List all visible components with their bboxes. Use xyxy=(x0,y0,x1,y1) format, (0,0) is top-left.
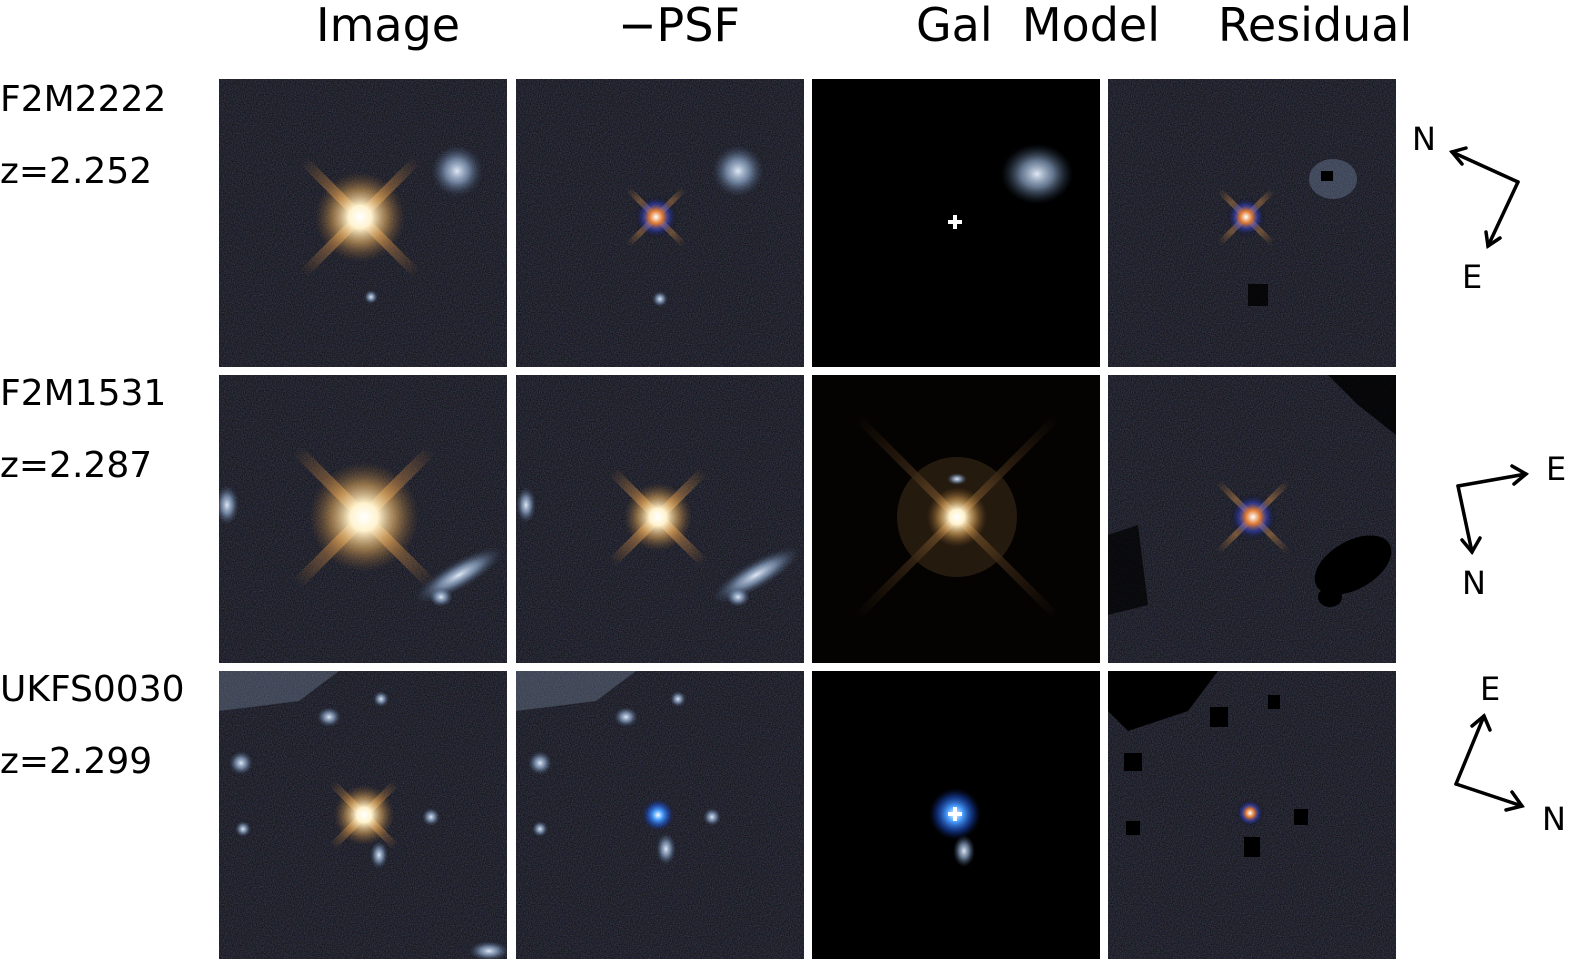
psf-subtracted-f2m1531 xyxy=(516,375,804,663)
residual-panel-ukfs0030 xyxy=(1108,671,1396,959)
compass-row-2: E N xyxy=(1400,430,1572,720)
object-name-row-2: F2M1531 xyxy=(0,373,167,414)
image-panel-f2m2222 xyxy=(219,79,507,367)
gal-model-f2m1531 xyxy=(812,375,1100,663)
compass-arrows-row-1 xyxy=(1448,146,1520,249)
gal-model-f2m2222 xyxy=(812,79,1100,367)
compass-row-3: E N xyxy=(1400,668,1572,958)
compass-east-label-row-2: E xyxy=(1546,450,1567,488)
redshift-row-3: z=2.299 xyxy=(0,741,153,782)
redshift-row-2: z=2.287 xyxy=(0,445,153,486)
compass-east-label-row-3: E xyxy=(1480,670,1501,708)
compass-row-1: N E xyxy=(1400,100,1572,390)
residual-f2m2222 xyxy=(1108,79,1396,367)
compass-north-label-row-1: N xyxy=(1412,120,1436,158)
column-header-image: Image xyxy=(316,0,461,52)
psf-subtracted-ukfs0030 xyxy=(516,671,804,959)
image-ukfs0030 xyxy=(219,671,507,959)
gal-model-panel-f2m2222 xyxy=(812,79,1100,367)
psf-subtracted-panel-ukfs0030 xyxy=(516,671,804,959)
image-panel-f2m1531 xyxy=(219,375,507,663)
column-header-gal-model: Gal Model xyxy=(916,0,1160,52)
residual-panel-f2m2222 xyxy=(1108,79,1396,367)
image-panel-ukfs0030 xyxy=(219,671,507,959)
compass-north-label-row-2: N xyxy=(1462,564,1486,602)
compass-arrows-row-2 xyxy=(1456,464,1530,556)
compass-arrows-row-3 xyxy=(1454,713,1525,812)
gal-model-panel-ukfs0030 xyxy=(812,671,1100,959)
gal-model-ukfs0030 xyxy=(812,671,1100,959)
object-name-row-3: UKFS0030 xyxy=(0,669,185,710)
column-header-residual: Residual xyxy=(1218,0,1413,52)
psf-subtracted-panel-f2m1531 xyxy=(516,375,804,663)
image-f2m1531 xyxy=(219,375,507,663)
gal-model-panel-f2m1531 xyxy=(812,375,1100,663)
redshift-row-1: z=2.252 xyxy=(0,151,153,192)
compass-north-label-row-3: N xyxy=(1542,800,1566,838)
residual-ukfs0030 xyxy=(1108,671,1396,959)
column-header-psf-subtracted: −PSF xyxy=(618,0,740,52)
image-f2m2222 xyxy=(219,79,507,367)
residual-f2m1531 xyxy=(1108,375,1396,663)
psf-subtracted-panel-f2m2222 xyxy=(516,79,804,367)
residual-panel-f2m1531 xyxy=(1108,375,1396,663)
object-name-row-1: F2M2222 xyxy=(0,79,167,120)
psf-subtracted-f2m2222 xyxy=(516,79,804,367)
compass-east-label-row-1: E xyxy=(1462,258,1483,296)
